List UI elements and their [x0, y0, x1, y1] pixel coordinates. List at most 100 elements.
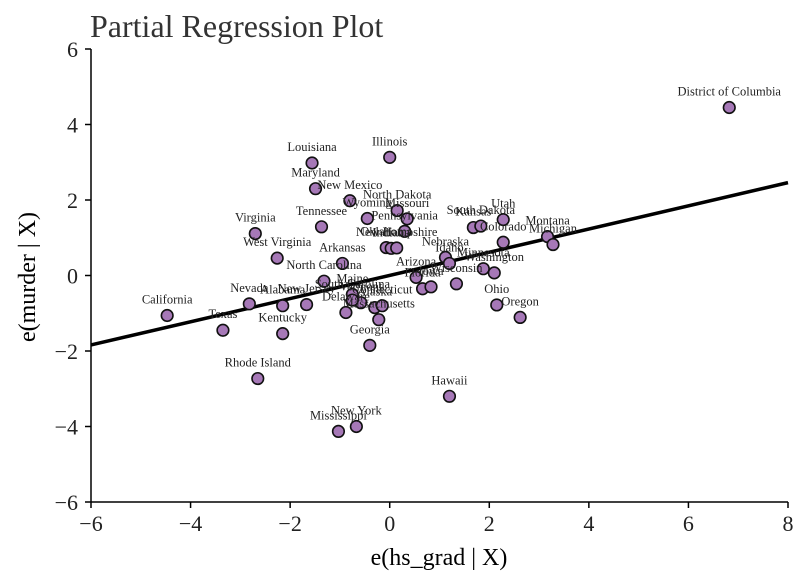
data-point [335, 256, 350, 271]
data-point [345, 293, 359, 307]
regression-line [90, 180, 789, 347]
point-label: South Carolina [315, 277, 391, 291]
data-point [343, 194, 357, 208]
point-label: Montana [525, 214, 570, 228]
data-point [299, 297, 314, 312]
point-label: Alaska [357, 285, 392, 299]
data-point [242, 297, 256, 311]
point-label: Michigan [529, 222, 578, 236]
point-label: Wyoming [343, 195, 393, 209]
point-label: North Carolina [286, 258, 362, 272]
point-label: Massachusetts [343, 297, 415, 311]
x-axis-label: e(hs_grad | X) [371, 545, 508, 571]
point-label: Nebraska [422, 234, 470, 248]
point-label: New Mexico [317, 178, 382, 192]
data-point [496, 235, 510, 249]
x-tick-label: 4 [583, 511, 594, 536]
data-point [331, 424, 346, 439]
point-label: California [142, 293, 193, 307]
point-label: Kentucky [258, 311, 307, 325]
data-point [546, 237, 560, 252]
data-point [317, 274, 331, 288]
data-point [308, 182, 323, 196]
data-point [476, 262, 490, 276]
data-point [360, 211, 374, 226]
point-label: Texas [208, 307, 237, 321]
point-label: Connecticut [352, 283, 413, 297]
point-label: Kansas [455, 205, 491, 219]
y-axis-label: e(murder | X) [15, 212, 41, 342]
data-point [390, 241, 404, 255]
point-label: Rhode Island [225, 356, 292, 370]
point-label: Idaho [435, 240, 463, 254]
x-tick-label: 2 [484, 511, 495, 536]
data-point [409, 270, 423, 284]
point-label: Louisiana [287, 140, 337, 154]
data-point [442, 389, 457, 403]
point-label: New York [331, 404, 382, 418]
data-point [251, 371, 265, 386]
points-layer [160, 100, 736, 439]
point-label: North Dakota [363, 188, 432, 202]
y-tick-label: 0 [67, 264, 78, 289]
data-point [496, 213, 510, 227]
data-point [276, 299, 290, 313]
point-label: Tennessee [296, 204, 348, 218]
point-label: Arizona [396, 254, 437, 268]
x-tick-label: 6 [683, 511, 694, 536]
data-point [442, 256, 457, 271]
data-point [270, 251, 284, 265]
point-label: Oregon [501, 294, 539, 308]
point-label: South Dakota [447, 203, 516, 217]
data-point [487, 266, 501, 280]
y-tick-label: −6 [55, 490, 78, 515]
data-point [722, 100, 736, 115]
data-point [390, 203, 404, 218]
point-label: New Jersey [278, 282, 337, 296]
data-point [305, 156, 319, 170]
point-label: Vermont [339, 280, 383, 294]
data-point [372, 313, 386, 327]
data-point [398, 224, 412, 238]
data-point [339, 305, 353, 320]
point-label: Maine [336, 271, 368, 285]
point-label: Oklahoma [360, 225, 413, 239]
point-label: Pennsylvania [371, 208, 438, 222]
y-tick-label: 4 [67, 113, 78, 138]
point-label: Arkansas [319, 240, 366, 254]
point-label: Illinois [372, 134, 408, 148]
point-label: Florida [405, 266, 442, 280]
point-label: Indiana [372, 225, 410, 239]
data-point [216, 323, 230, 337]
point-label: Minnesota [457, 246, 510, 260]
data-point [160, 308, 174, 323]
data-point [449, 277, 464, 291]
point-label: Missouri [385, 196, 430, 210]
axes: −6 −4 −2 0 2 4 6 8 −6 −4 −2 0 2 4 6 [55, 37, 794, 536]
y-tick-label: 2 [67, 188, 78, 213]
plot-area: District of Columbia Illinois Louisiana Mar… [90, 85, 789, 439]
data-point [383, 150, 397, 164]
x-tick-label: 8 [783, 511, 794, 536]
point-label: Wisconsin [430, 261, 483, 275]
point-label: Utah [491, 197, 516, 211]
point-label: Nevada [230, 281, 269, 295]
y-tick-label: −2 [55, 339, 78, 364]
x-tick-label: −6 [79, 511, 102, 536]
point-label: Iowa [419, 264, 444, 278]
point-label: Delaware [322, 289, 370, 303]
point-label: District of Columbia [678, 85, 782, 99]
point-label: Georgia [350, 322, 390, 336]
data-point [363, 338, 377, 352]
data-point [474, 219, 488, 233]
x-tick-label: −2 [278, 511, 301, 536]
point-label: Virginia [235, 211, 276, 225]
x-tick-label: −4 [179, 511, 202, 536]
data-point [375, 299, 389, 313]
y-ticks: −6 −4 −2 0 2 4 6 [55, 37, 91, 515]
point-labels-layer: District of Columbia Illinois Louisiana Mar… [142, 85, 782, 423]
point-label: Alabama [260, 283, 306, 297]
point-label: Maryland [291, 166, 340, 180]
point-label: West Virginia [243, 235, 312, 249]
